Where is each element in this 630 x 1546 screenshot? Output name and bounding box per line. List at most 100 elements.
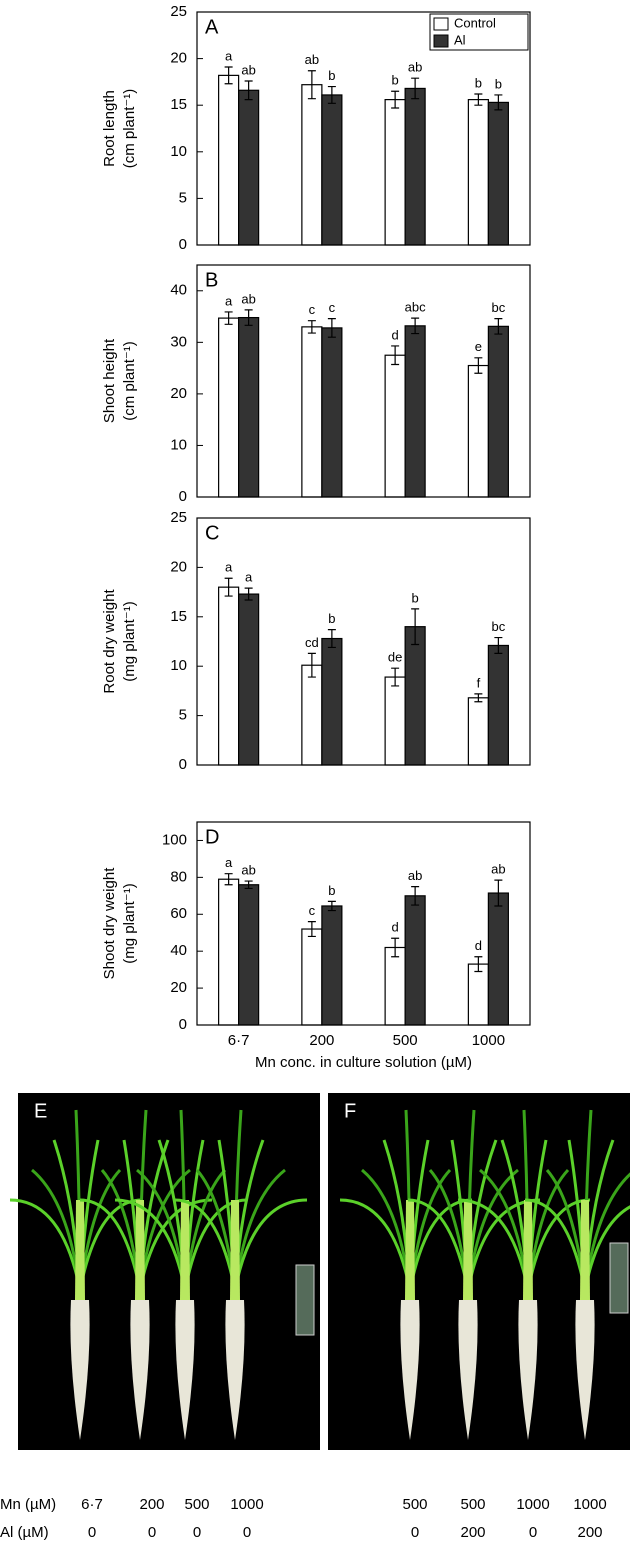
significance-letter: e xyxy=(475,339,482,354)
error-bar xyxy=(474,693,483,703)
significance-letter: de xyxy=(388,650,402,665)
bar xyxy=(218,74,240,246)
significance-letter: bc xyxy=(492,300,506,315)
x-tick-label: 500 xyxy=(393,1032,418,1049)
error-bar xyxy=(494,636,503,654)
x-tick-label: 1000 xyxy=(472,1032,505,1049)
error-bar xyxy=(307,921,316,938)
root xyxy=(130,1300,150,1440)
y-tick-label: 5 xyxy=(179,707,187,724)
panel-label: C xyxy=(205,522,219,544)
x-tick-label: 200 xyxy=(309,1032,334,1049)
error-bar xyxy=(327,318,336,338)
bar xyxy=(218,586,240,766)
significance-letter: ab xyxy=(491,862,505,877)
stem xyxy=(230,1200,240,1300)
bar xyxy=(384,946,406,1026)
error-bar xyxy=(327,85,336,104)
y-tick-label: 80 xyxy=(170,868,187,885)
stem xyxy=(135,1200,145,1300)
y-tick-label: 25 xyxy=(170,3,187,20)
bar xyxy=(404,87,426,246)
bar xyxy=(321,905,343,1026)
bar xyxy=(384,676,406,766)
treatment-value: 200 xyxy=(577,1524,602,1541)
y-tick-label: 0 xyxy=(179,236,187,253)
significance-letter: ab xyxy=(241,291,255,306)
x-tick-label: 6·7 xyxy=(228,1032,250,1049)
significance-letter: cd xyxy=(305,635,319,650)
error-bar xyxy=(411,608,420,646)
plant xyxy=(407,1109,541,1440)
treatment-value: 200 xyxy=(139,1496,164,1513)
error-bar xyxy=(224,66,233,85)
error-bar xyxy=(224,577,233,597)
y-axis-label: (cm plant⁻¹) xyxy=(121,341,138,421)
y-tick-label: 40 xyxy=(170,942,187,959)
significance-letter: ab xyxy=(241,62,255,77)
ruler xyxy=(609,1242,629,1314)
root xyxy=(458,1300,478,1440)
bar xyxy=(238,884,260,1026)
y-tick-label: 60 xyxy=(170,905,187,922)
plant xyxy=(174,1109,308,1440)
error-bar xyxy=(411,317,420,335)
bar xyxy=(218,878,240,1026)
error-bar xyxy=(391,667,400,687)
panel-label: B xyxy=(205,269,218,291)
error-bar xyxy=(474,93,483,106)
bar xyxy=(404,325,426,498)
error-bar xyxy=(307,652,316,678)
significance-letter: a xyxy=(225,560,233,575)
y-axis-label: (mg plant⁻¹) xyxy=(121,883,138,963)
stem xyxy=(180,1200,190,1300)
bar xyxy=(238,89,260,246)
error-bar xyxy=(327,629,336,649)
y-tick-label: 15 xyxy=(170,608,187,625)
legend-label: Al xyxy=(454,32,466,47)
significance-letter: a xyxy=(225,293,233,308)
panel-label: A xyxy=(205,16,219,38)
significance-letter: b xyxy=(328,68,335,83)
y-tick-label: 40 xyxy=(170,282,187,299)
significance-letter: a xyxy=(225,48,233,63)
y-tick-label: 20 xyxy=(170,979,187,996)
treatment-value: 500 xyxy=(460,1496,485,1513)
error-bar xyxy=(474,956,483,973)
root xyxy=(175,1300,195,1440)
error-bar xyxy=(474,357,483,374)
root xyxy=(225,1300,245,1440)
plant xyxy=(339,1109,473,1440)
significance-letter: c xyxy=(309,903,316,918)
significance-letter: b xyxy=(475,75,482,90)
bar xyxy=(238,593,260,766)
bar xyxy=(321,94,343,246)
treatment-value: 1000 xyxy=(573,1496,606,1513)
error-bar xyxy=(494,318,503,335)
bar xyxy=(301,928,323,1026)
bar xyxy=(404,895,426,1026)
bar xyxy=(404,626,426,766)
plot-frame xyxy=(196,821,531,1026)
significance-letter: ab xyxy=(408,868,422,883)
error-bar xyxy=(244,80,253,101)
error-bar xyxy=(224,873,233,886)
treatment-row-label: Mn (µM) xyxy=(0,1496,56,1513)
bar xyxy=(467,963,489,1026)
bar xyxy=(487,101,509,246)
error-bar xyxy=(411,77,420,100)
significance-letter: b xyxy=(392,73,399,88)
y-tick-label: 25 xyxy=(170,509,187,526)
significance-letter: b xyxy=(328,883,335,898)
stem xyxy=(75,1200,85,1300)
bar xyxy=(301,326,323,498)
y-tick-label: 10 xyxy=(170,436,187,453)
root xyxy=(575,1300,595,1440)
treatment-value: 500 xyxy=(184,1496,209,1513)
significance-letter: d xyxy=(475,938,482,953)
root xyxy=(518,1300,538,1440)
stem xyxy=(405,1200,415,1300)
root xyxy=(70,1300,90,1440)
error-bar xyxy=(244,587,253,601)
